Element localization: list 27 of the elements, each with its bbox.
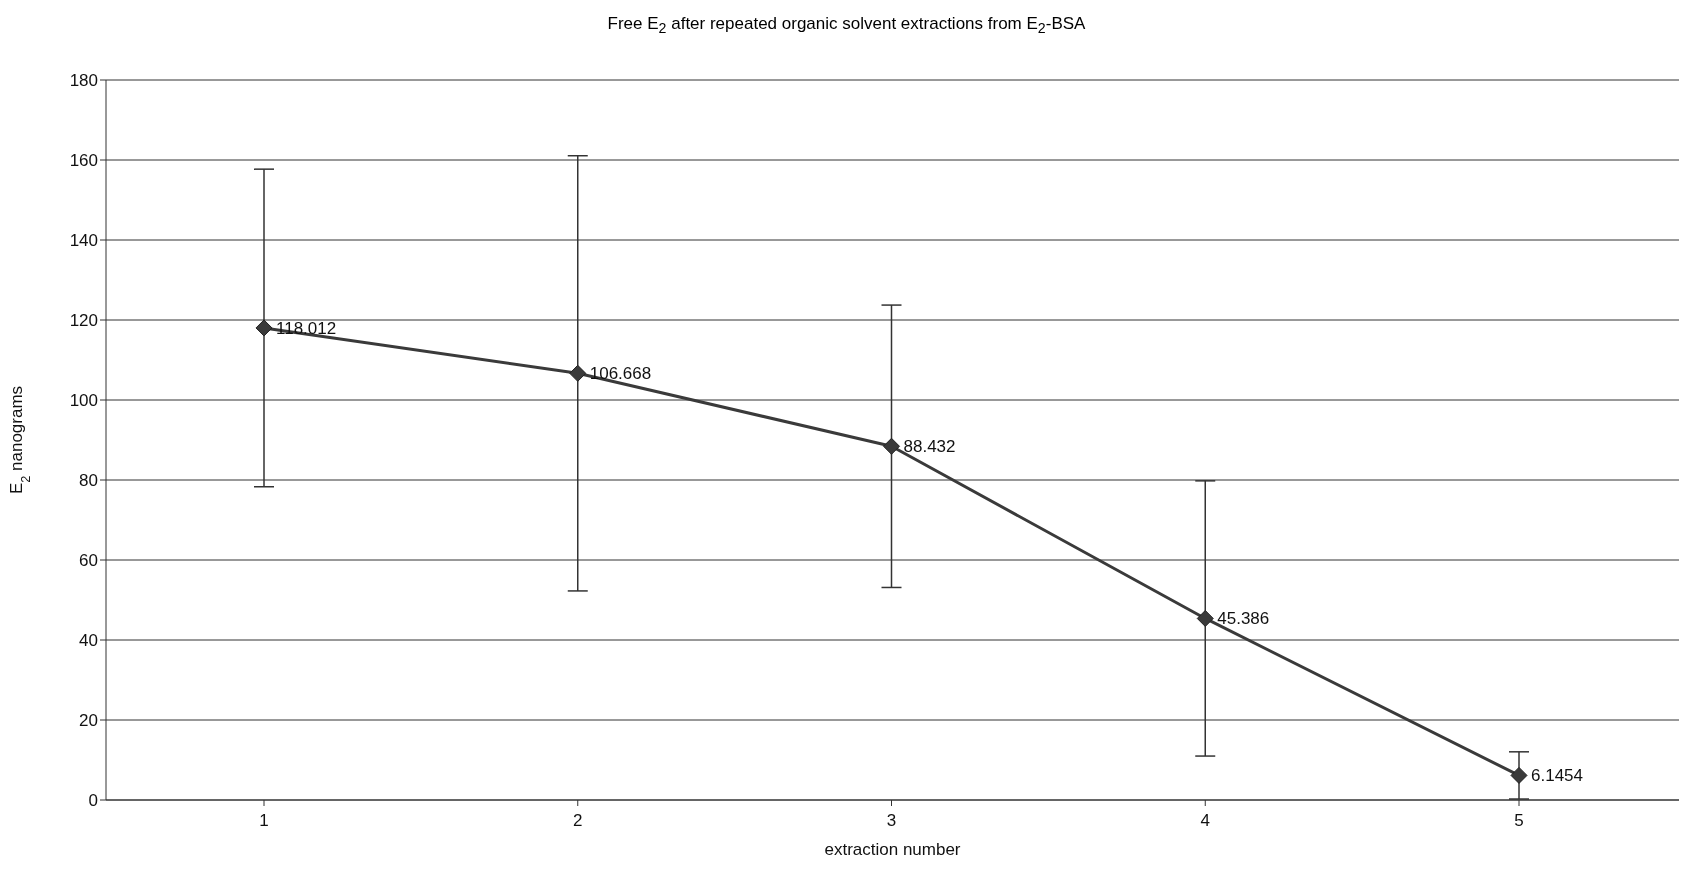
y-tick-label: 20 xyxy=(79,711,98,731)
y-tick-label: 120 xyxy=(69,311,98,331)
chart-title: Free E$_{2}$ after repeated organic solvent extractions from E$_{2}$-BSA xyxy=(606,14,1087,37)
y-tick-label: 140 xyxy=(69,231,98,251)
data-label: 45.386 xyxy=(1217,609,1270,629)
y-tick-label: 100 xyxy=(69,391,98,411)
x-tick-label: 3 xyxy=(886,811,897,831)
point xyxy=(569,364,587,382)
y-tick-label: 0 xyxy=(88,791,98,811)
y-tick-label: 60 xyxy=(79,551,98,571)
y-tick-label: 80 xyxy=(79,471,98,491)
x-tick-label: 2 xyxy=(573,811,583,831)
y-tick-label: 160 xyxy=(69,151,98,171)
point xyxy=(1196,609,1214,627)
point xyxy=(255,319,273,337)
x-tick-label: 5 xyxy=(1514,811,1524,831)
x-tick-label: 4 xyxy=(1200,811,1210,831)
y-tick-label: 180 xyxy=(69,71,98,91)
data-label: 6.1454 xyxy=(1531,766,1583,786)
point xyxy=(1510,766,1528,784)
data-label: 106.668 xyxy=(589,364,652,384)
data-label: 118.012 xyxy=(276,318,337,338)
data-label: 88.432 xyxy=(903,437,956,457)
x-axis-title: extraction number xyxy=(824,840,961,859)
y-tick-label: 40 xyxy=(79,631,98,651)
x-tick-label: 1 xyxy=(259,811,269,831)
point xyxy=(883,437,900,455)
